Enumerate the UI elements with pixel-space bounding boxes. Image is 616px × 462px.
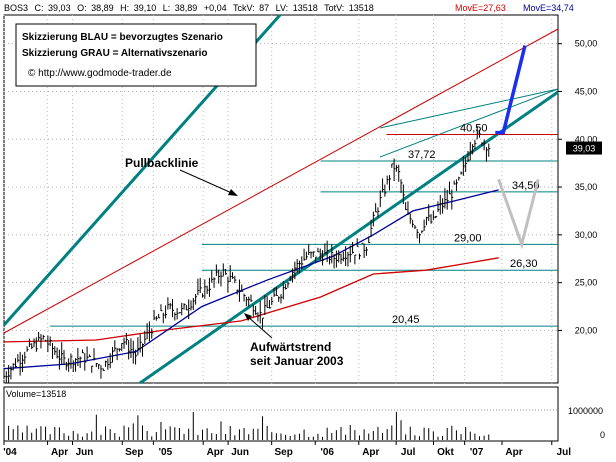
level-label: 37,72 <box>408 149 436 161</box>
y-tick-label: 35,00 <box>575 182 598 192</box>
level-label: 26,30 <box>510 258 538 270</box>
uptrend-arrow <box>246 315 273 339</box>
x-tick-label: Apr <box>362 447 379 458</box>
volume-tick-0: 0 <box>600 430 605 440</box>
level-label: 20,45 <box>392 314 420 326</box>
uptrend-label-1: Aufwärtstrend <box>250 340 331 354</box>
level-label: 34,50 <box>512 180 540 192</box>
legend-line-grey: Skizzierung GRAU = Alternativszenario <box>22 48 208 59</box>
header-move-e2: MovE=34,74 <box>523 3 574 13</box>
price-axis: 20,00 25,00 30,00 35,00 40,00 45,00 50,00 <box>558 39 598 335</box>
x-tick-label: Okt <box>437 447 454 458</box>
last-price-marker: 39,03 <box>566 141 602 155</box>
pullback-label: Pullbacklinie <box>125 156 199 170</box>
y-tick-label: 45,00 <box>575 86 598 96</box>
x-tick-label: Jul <box>401 447 416 458</box>
time-axis: '04 Apr Jun Sep '05 Apr Jun Sep '06 Apr Jul Okt '07 A… <box>3 441 571 458</box>
x-tick-label: Apr <box>207 447 224 458</box>
pullback-line <box>3 28 559 334</box>
volume-panel <box>3 386 559 442</box>
x-tick-label: Apr <box>51 447 68 458</box>
volume-bars <box>3 411 490 440</box>
x-tick-label: '04 <box>3 447 17 458</box>
level-label: 40,50 <box>460 122 488 134</box>
x-tick-label: Jul <box>557 447 572 458</box>
x-tick-label: '06 <box>320 447 334 458</box>
legend-box: Skizzierung BLAU = bevorzugtes Szenario … <box>15 23 257 87</box>
moving-average-blue <box>3 189 499 370</box>
x-tick-label: '05 <box>159 447 173 458</box>
x-tick-label: '07 <box>470 447 484 458</box>
y-tick-label: 50,00 <box>575 39 598 49</box>
legend-copyright: © http://www.godmode-trader.de <box>28 68 172 79</box>
price-series <box>3 126 491 384</box>
uptrend-arrowhead <box>244 313 252 321</box>
channel-uptrend-line <box>139 90 559 385</box>
volume-tick-1000000: 1000000 <box>568 406 603 416</box>
price-levels: 40,50 37,72 34,50 29,00 26,30 20,45 <box>50 122 558 327</box>
moving-average-red <box>3 257 499 343</box>
pullback-arrowhead <box>228 189 238 196</box>
level-label: 29,00 <box>454 232 482 244</box>
y-tick-label: 20,00 <box>575 325 598 335</box>
x-tick-label: Sep <box>125 447 143 458</box>
x-tick-label: Jun <box>76 447 94 458</box>
header-quote: BOS3 C: 39,03 O: 38,89 H: 39,10 L: 38,89… <box>4 3 374 13</box>
pullback-arrow <box>179 169 235 195</box>
y-tick-label: 40,00 <box>575 134 598 144</box>
upper-small-trend-line <box>379 88 559 129</box>
uptrend-label-2: seit Januar 2003 <box>250 354 344 368</box>
x-tick-label: Sep <box>274 447 292 458</box>
y-tick-label: 30,00 <box>575 230 598 240</box>
x-tick-label: Jun <box>231 447 249 458</box>
volume-label: Volume=13518 <box>6 389 66 399</box>
scenario-blue-path <box>495 45 527 135</box>
x-tick-label: Apr <box>505 447 522 458</box>
inner-trend-line <box>379 88 559 158</box>
scenario-grey-path <box>497 178 540 250</box>
svg-text:39,03: 39,03 <box>573 144 596 154</box>
y-tick-label: 25,00 <box>575 278 598 288</box>
legend-line-blue: Skizzierung BLAU = bevorzugtes Szenario <box>22 32 223 43</box>
header-move-e1: MovE=27,63 <box>455 3 506 13</box>
